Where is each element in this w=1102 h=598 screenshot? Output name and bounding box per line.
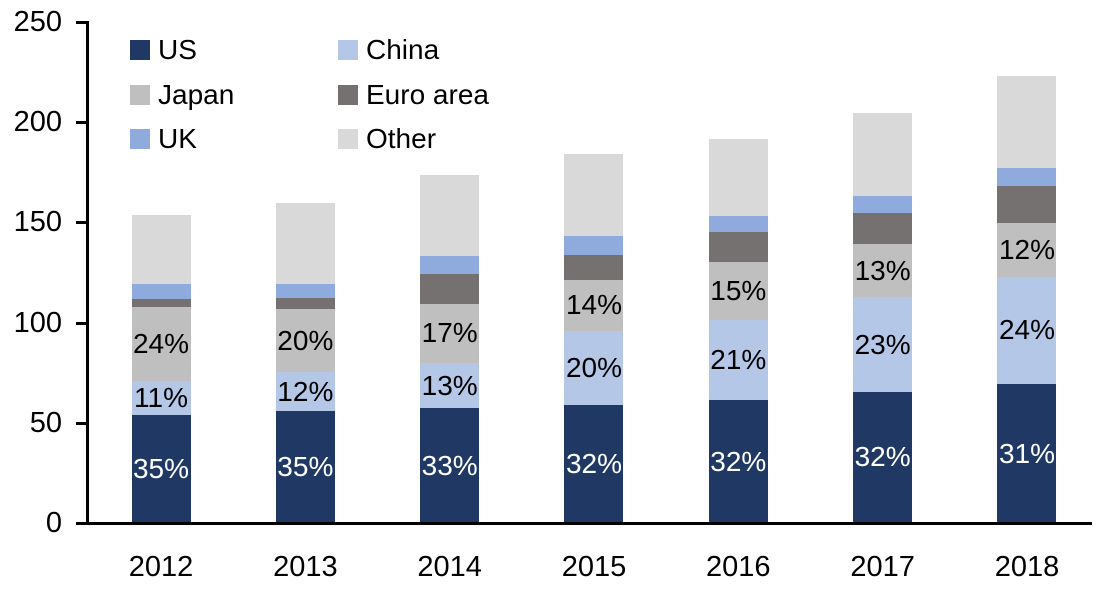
legend-item-japan: Japan [130,73,338,118]
bar-segment-japan-2013 [275,308,335,373]
bar-segment-other-2017 [853,112,913,196]
bar-segment-us-2014 [420,408,480,523]
y-tick-label-250: 250 [13,6,62,38]
x-tick-label-2013: 2013 [273,551,338,583]
legend-item-uk: UK [130,117,338,162]
bar-segment-other-2012 [131,214,191,285]
bar-segment-other-2018 [997,75,1057,168]
legend-swatch-japan [130,84,150,105]
legend: US China Japan Euro area UK Other [130,28,489,162]
bar-segment-uk-2015 [564,235,624,255]
legend-item-china: China [338,28,489,73]
x-tick-label-2012: 2012 [128,551,194,583]
y-tick-label-0: 0 [45,507,62,539]
y-tick-mark-50 [76,421,86,425]
bar-segment-japan-2016 [708,262,768,320]
y-tick-label-100: 100 [13,306,62,339]
y-axis-line [86,21,89,524]
legend-label-euro-area: Euro area [366,78,489,110]
legend-label-uk: UK [158,123,197,155]
x-axis-line [76,522,1092,525]
y-tick-label-50: 50 [29,406,62,439]
bar-segment-uk-2018 [997,167,1057,186]
bar-segment-uk-2016 [708,215,768,233]
legend-swatch-uk [130,129,150,150]
bar-segment-japan-2012 [131,307,191,382]
bar-segment-china-2016 [708,319,768,401]
bar-segment-euro-area-2016 [708,232,768,263]
legend-label-us: US [158,34,197,66]
legend-swatch-china [338,40,358,61]
bar-segment-us-2013 [275,410,335,523]
bar-segment-euro-area-2015 [564,254,624,280]
legend-item-other: Other [338,117,489,162]
bar-segment-uk-2017 [853,195,913,213]
bar-segment-uk-2014 [420,255,480,274]
bar-segment-euro-area-2013 [275,297,335,309]
bar-segment-china-2014 [420,362,480,409]
y-tick-mark-150 [76,221,86,225]
bar-segment-us-2018 [997,384,1057,523]
legend-item-us: US [130,28,338,73]
y-tick-label-150: 150 [13,206,62,239]
bar-segment-other-2016 [708,139,768,216]
bar-segment-japan-2015 [564,279,624,332]
x-tick-label-2017: 2017 [850,551,915,583]
bar-segment-other-2015 [564,154,624,236]
y-tick-mark-200 [76,121,86,125]
bar-segment-japan-2014 [420,303,480,363]
bar-segment-japan-2017 [853,244,913,298]
bar-segment-china-2012 [131,381,191,416]
bar-segment-china-2013 [275,372,335,411]
bar-segment-euro-area-2012 [131,299,191,308]
bar-segment-other-2013 [275,202,335,284]
bar-segment-euro-area-2017 [853,212,913,245]
y-tick-mark-100 [76,321,86,325]
legend-item-euro-area: Euro area [338,73,489,118]
bar-segment-china-2015 [564,331,624,405]
legend-label-japan: Japan [158,78,235,110]
legend-swatch-euro-area [338,84,358,105]
bar-segment-us-2012 [131,415,191,523]
x-tick-label-2016: 2016 [706,551,771,583]
bar-segment-euro-area-2018 [997,185,1057,223]
legend-label-china: China [366,34,440,66]
x-tick-label-2014: 2014 [417,551,482,583]
y-tick-label-200: 200 [13,106,62,139]
bar-segment-china-2017 [853,297,913,392]
x-tick-label-2018: 2018 [994,551,1060,583]
bar-segment-us-2017 [853,391,913,523]
legend-swatch-us [130,40,150,61]
bar-segment-japan-2018 [997,222,1057,277]
bar-segment-us-2015 [564,404,624,523]
bar-segment-china-2018 [997,276,1057,385]
x-tick-label-2015: 2015 [561,551,627,583]
legend-label-other: Other [366,123,437,155]
legend-swatch-other [338,129,358,150]
bar-segment-us-2016 [708,400,768,523]
bar-segment-other-2014 [420,174,480,256]
bar-segment-uk-2012 [131,284,191,300]
y-tick-mark-250 [76,21,86,24]
bar-segment-euro-area-2014 [420,273,480,304]
bar-segment-uk-2013 [275,283,335,298]
